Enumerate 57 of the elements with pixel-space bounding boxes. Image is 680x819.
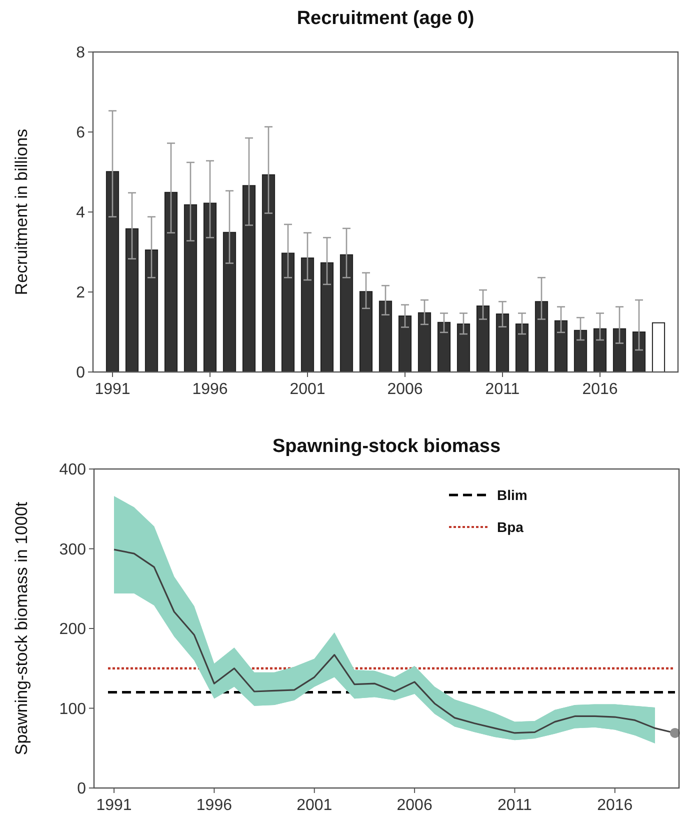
bar xyxy=(359,291,373,372)
bar xyxy=(632,332,646,372)
bar xyxy=(184,204,198,372)
bar xyxy=(281,252,295,372)
y-tick-label: 300 xyxy=(59,541,86,558)
bar xyxy=(418,312,432,372)
bar xyxy=(340,254,354,372)
chart-title: Recruitment (age 0) xyxy=(296,8,474,29)
bar xyxy=(476,306,490,372)
bar xyxy=(320,262,334,372)
y-tick-label: 6 xyxy=(76,124,86,142)
bar xyxy=(652,322,666,372)
bar xyxy=(534,301,548,372)
bar xyxy=(554,320,568,372)
legend-label: Bpa xyxy=(497,518,524,535)
bar xyxy=(242,185,256,372)
y-tick-label: 0 xyxy=(77,780,86,798)
bar xyxy=(398,316,412,372)
y-tick-label: 8 xyxy=(76,44,86,62)
bar xyxy=(300,258,314,372)
bar xyxy=(612,328,626,372)
bar xyxy=(164,192,178,372)
bar xyxy=(456,324,470,372)
chart-title: Spawning-stock biomass xyxy=(272,436,501,457)
x-tick-label: 2001 xyxy=(290,381,326,398)
x-tick-label: 2011 xyxy=(485,381,520,398)
bar xyxy=(378,300,392,372)
bar xyxy=(144,250,158,372)
x-tick-label: 1996 xyxy=(192,381,228,398)
bar xyxy=(106,171,120,372)
bar xyxy=(203,202,217,372)
x-tick-label: 1991 xyxy=(94,381,130,398)
bar xyxy=(222,232,236,372)
x-tick-label: 2001 xyxy=(296,797,332,814)
legend-label: Blim xyxy=(497,486,528,503)
x-tick-label: 2016 xyxy=(597,797,633,814)
y-tick-label: 0 xyxy=(76,364,86,382)
bar xyxy=(437,322,451,372)
y-tick-label: 400 xyxy=(59,462,86,479)
y-axis-title: Recruitment in billions xyxy=(12,128,31,296)
x-tick-label: 2016 xyxy=(582,381,618,398)
x-tick-label: 1991 xyxy=(96,797,132,814)
bar xyxy=(496,314,510,372)
bar xyxy=(262,174,276,372)
bar xyxy=(125,228,139,372)
x-tick-label: 2011 xyxy=(498,797,532,814)
bar xyxy=(515,324,529,372)
y-tick-label: 100 xyxy=(59,700,86,718)
y-tick-label: 2 xyxy=(76,284,86,302)
y-axis-title: Spawning-stock biomass in 1000t xyxy=(12,502,31,756)
y-tick-label: 4 xyxy=(76,204,86,222)
bar xyxy=(593,328,607,372)
x-tick-label: 1996 xyxy=(196,797,232,814)
x-tick-label: 2006 xyxy=(387,381,423,398)
y-tick-label: 200 xyxy=(59,621,86,638)
x-tick-label: 2006 xyxy=(396,797,432,814)
bar xyxy=(574,330,588,372)
